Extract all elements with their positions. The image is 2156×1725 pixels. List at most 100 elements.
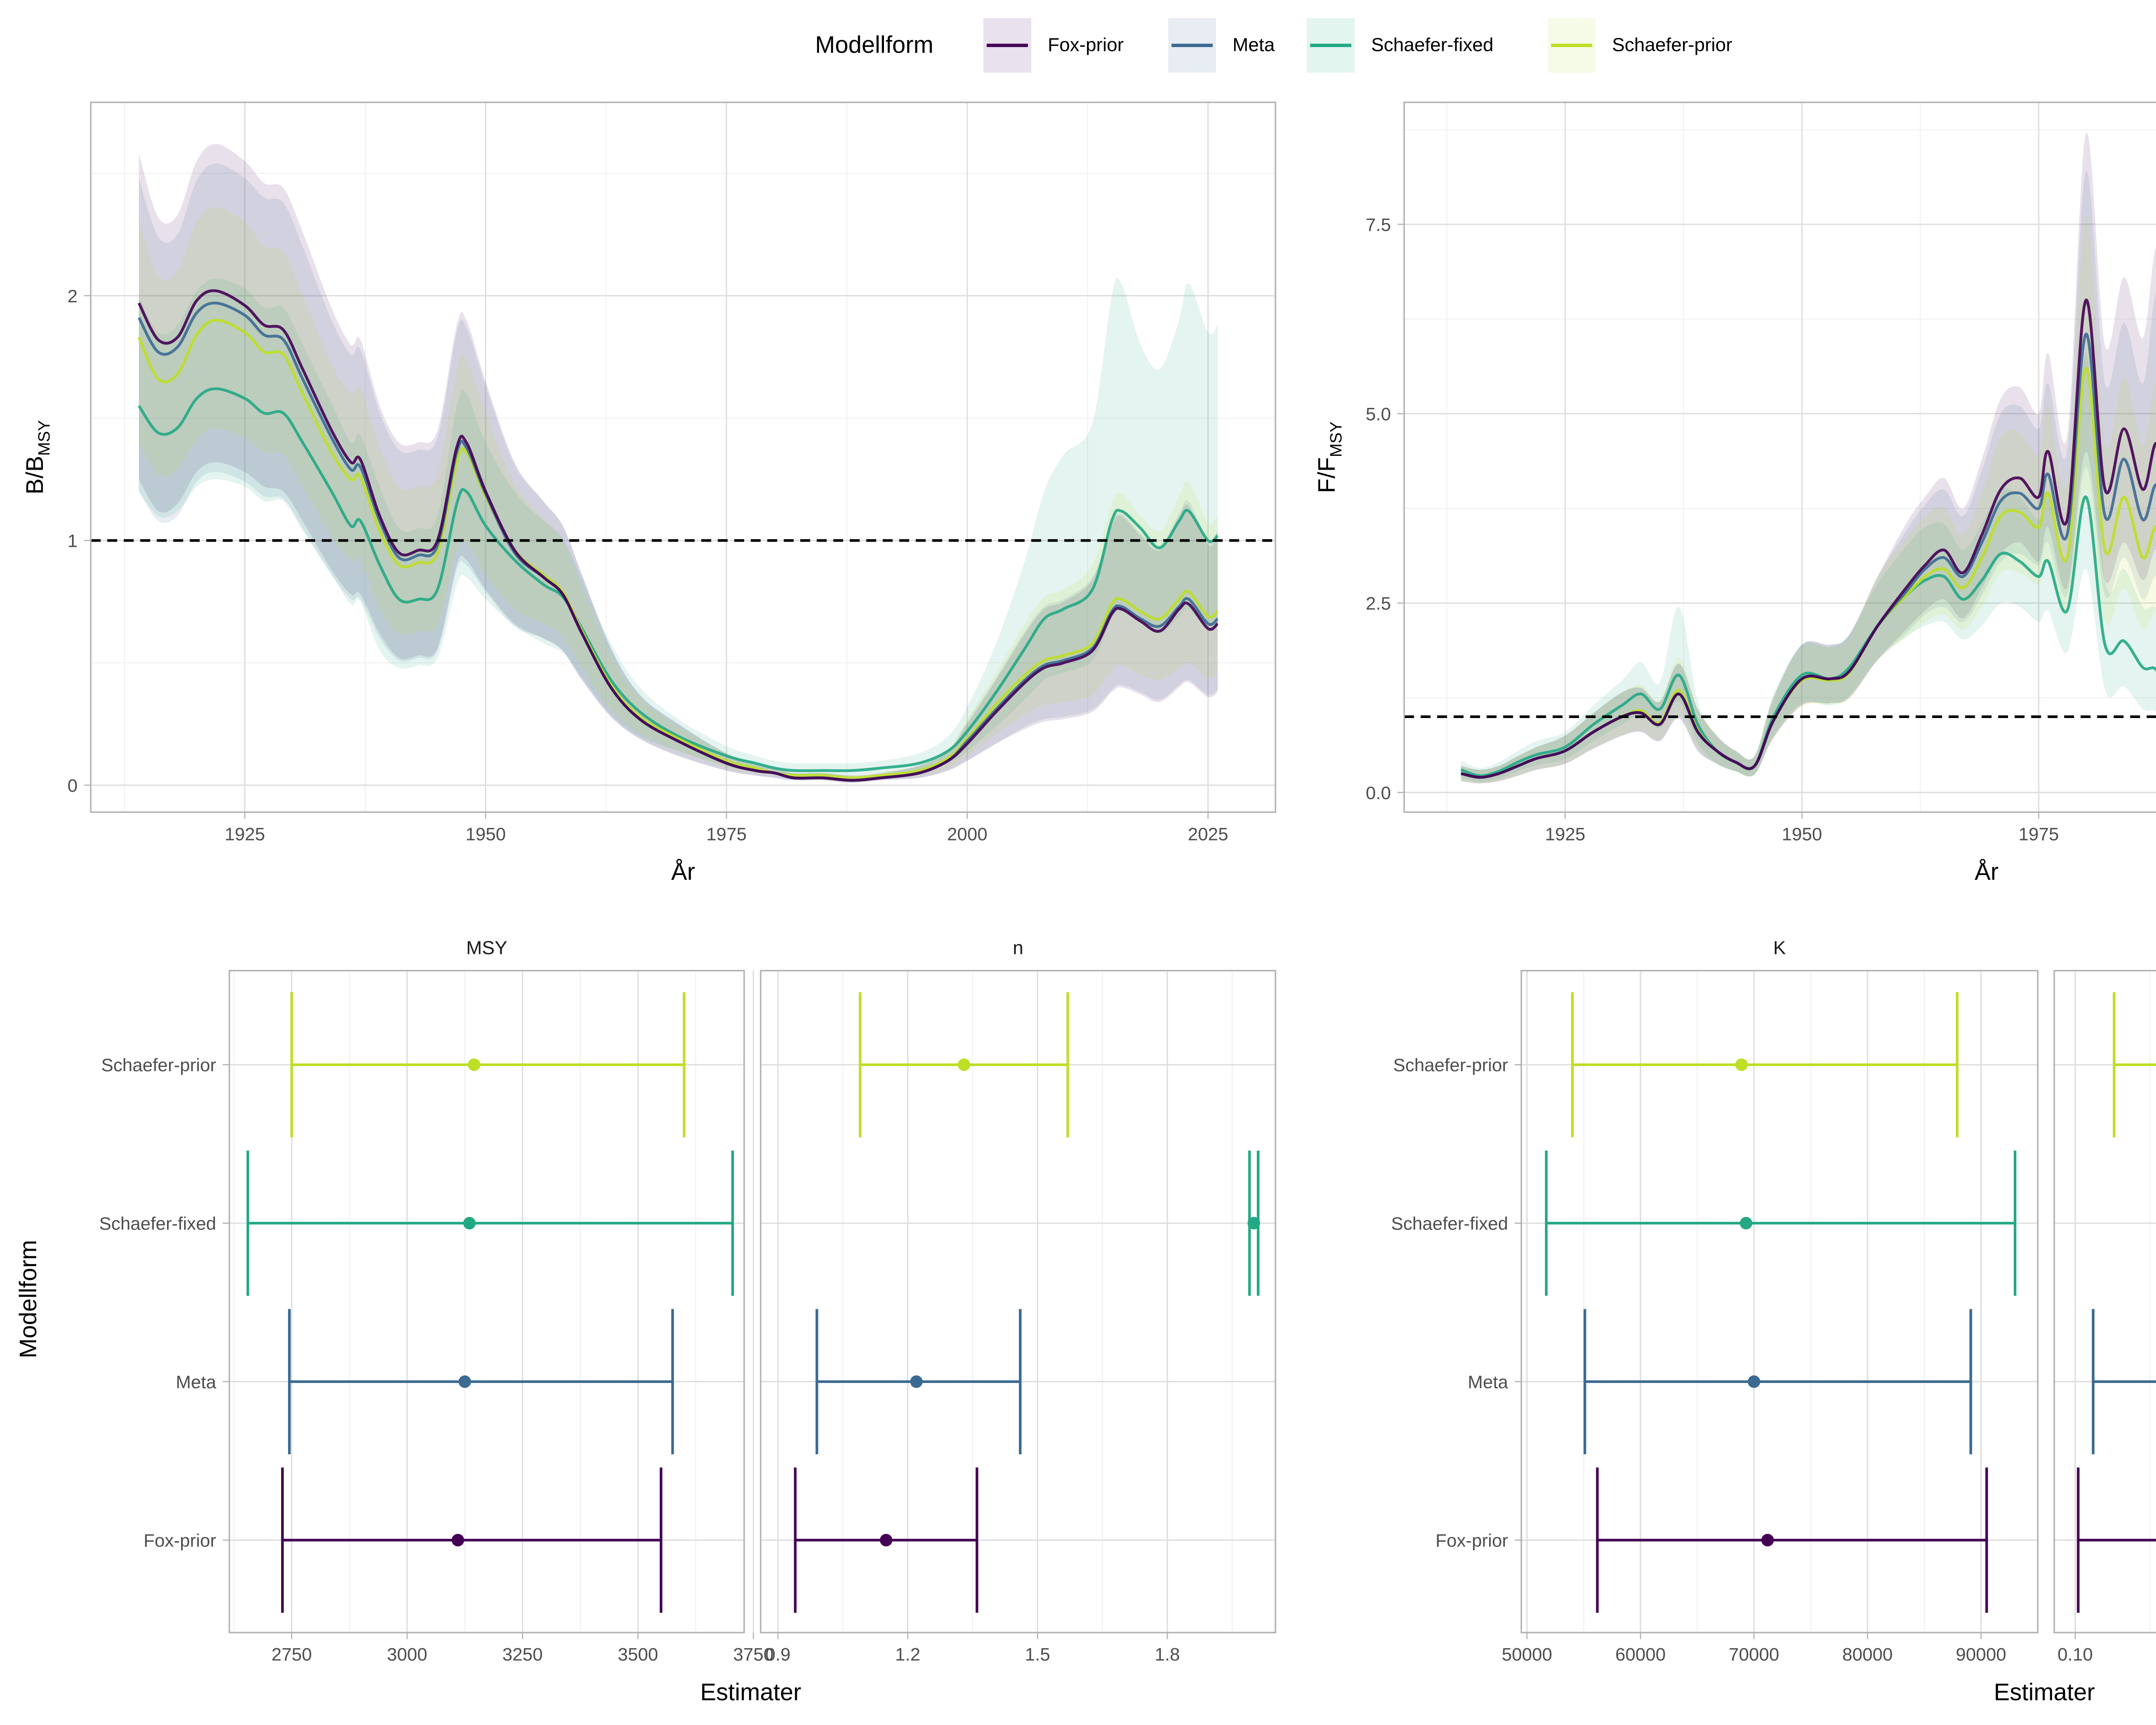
x-tick-label: 0.10: [2058, 1644, 2093, 1665]
legend-item-meta: Meta: [1168, 18, 1275, 73]
y-category-label: Schaefer-prior: [101, 1055, 216, 1075]
estimate-point: [910, 1375, 923, 1388]
ffmsy-x-axis-title: År: [1974, 858, 1998, 885]
x-tick-label: 2025: [1188, 824, 1228, 844]
estimate-point: [958, 1058, 971, 1071]
x-tick-label: 1950: [1782, 824, 1822, 844]
ribbon-schaefer-prior: [139, 207, 1218, 781]
y-category-label: Schaefer-fixed: [1391, 1214, 1508, 1234]
facet-border: [760, 969, 1276, 1634]
ribbon-fox-prior: [139, 144, 1218, 783]
legend-title: Modellform: [815, 31, 933, 58]
y-tick-label: 0: [67, 775, 77, 796]
errorbar-schaefer-prior: [859, 992, 1069, 1138]
errorbar-schaefer-fixed: [1247, 1150, 1260, 1296]
estimate-point: [1761, 1534, 1774, 1546]
ribbon-meta: [139, 163, 1218, 783]
errorbar-fox-prior: [281, 1467, 663, 1613]
errorbar-fox-prior: [2077, 1467, 2156, 1613]
facet-k: K 50000 60000 70000 80000 90000 Fox-prior Meta S…: [1391, 937, 2039, 1665]
y-category-label: Schaefer-fixed: [99, 1214, 216, 1234]
params-y-axis-title: Modellform: [15, 1240, 41, 1358]
line-schaefer-prior: [1460, 367, 2156, 779]
x-tick-label: 0.9: [765, 1644, 790, 1665]
x-tick-label: 3000: [387, 1644, 427, 1665]
ffmsy-y-axis-title-sub: MSY: [1327, 421, 1345, 457]
x-tick-label: 3500: [618, 1644, 658, 1665]
estimate-point: [458, 1375, 471, 1388]
y-tick-label: 5.0: [1366, 404, 1391, 424]
x-tick-label: 1975: [706, 824, 747, 844]
facet-border: [1520, 969, 2039, 1634]
legend-label: Schaefer-prior: [1612, 34, 1733, 56]
errorbar-schaefer-fixed: [246, 1150, 734, 1296]
x-tick-label: 60000: [1615, 1644, 1666, 1665]
ffmsy-y-axis-title-main: F/F: [1313, 457, 1340, 493]
y-tick-label: 1: [67, 531, 77, 551]
legend: Modellform Fox-prior Meta Schaefer-fixed Sc…: [815, 18, 1733, 73]
bbmsy-x-axis-title: År: [671, 858, 695, 885]
facet-strip-label: K: [1773, 937, 1786, 958]
x-tick-label: 1925: [225, 824, 265, 844]
ffmsy-panel: 0.02.55.07.519251950197520002025 År F/FM…: [1313, 101, 2156, 885]
estimate-point: [1748, 1375, 1761, 1388]
x-tick-label: 1.8: [1155, 1644, 1180, 1665]
y-category-label: Schaefer-prior: [1393, 1055, 1508, 1075]
ribbon-fox-prior: [1461, 132, 2156, 784]
y-category-label: Fox-prior: [1435, 1531, 1508, 1551]
y-category-label: Meta: [176, 1372, 216, 1392]
x-tick-label: 1.5: [1025, 1644, 1050, 1665]
facet-border: [2053, 969, 2156, 1634]
estimate-point: [467, 1058, 480, 1071]
errorbar-fox-prior: [794, 1467, 978, 1613]
y-category-label: Fox-prior: [144, 1531, 216, 1551]
params-x-axis-title-left: Estimater: [700, 1679, 801, 1706]
bbmsy-y-axis-title: B/BMSY: [21, 420, 53, 494]
legend-item-schaefer-prior: Schaefer-prior: [1548, 18, 1733, 73]
facet-strip-label: n: [1013, 937, 1023, 958]
legend-item-schaefer-fixed: Schaefer-fixed: [1307, 18, 1494, 73]
ribbon-schaefer-fixed: [139, 277, 1218, 776]
estimate-point: [1739, 1217, 1752, 1229]
x-tick-label: 80000: [1842, 1644, 1893, 1665]
x-tick-label: 1975: [2018, 824, 2059, 844]
ffmsy-y-axis-title: F/FMSY: [1313, 421, 1345, 493]
x-tick-label: 2750: [272, 1644, 312, 1665]
bbmsy-y-axis-title-main: B/B: [21, 456, 48, 494]
bbmsy-y-axis-title-sub: MSY: [35, 420, 53, 456]
ribbon-schaefer-fixed: [1461, 353, 2156, 782]
line-schaefer-fixed: [138, 387, 1219, 772]
errorbar-meta: [288, 1309, 674, 1455]
legend-label: Schaefer-fixed: [1371, 34, 1494, 56]
legend-label: Meta: [1232, 34, 1275, 56]
estimate-point: [880, 1534, 893, 1546]
y-tick-label: 0.0: [1366, 783, 1391, 803]
facet-msy: MSY 2750 3000 3250 3500 3750 Fox-prior Meta Scha…: [99, 937, 774, 1664]
errorbar-schaefer-prior: [290, 992, 686, 1138]
params-x-axis-title-right: Estimater: [1994, 1679, 2095, 1706]
x-tick-label: 1925: [1545, 824, 1586, 844]
bbmsy-panel-border: [90, 101, 1276, 813]
y-tick-label: 2.5: [1366, 593, 1391, 614]
errorbar-fox-prior: [1596, 1467, 1988, 1613]
ffmsy-panel-border: [1403, 101, 2156, 813]
errorbar-schaefer-fixed: [1545, 1150, 2017, 1296]
x-tick-label: 2000: [947, 824, 987, 844]
errorbar-meta: [1583, 1309, 1972, 1455]
errorbar-schaefer-prior: [1571, 992, 1959, 1138]
y-tick-label: 2: [67, 286, 77, 306]
facet-n: n 0.9 1.2 1.5 1.8: [760, 937, 1276, 1665]
x-tick-label: 3250: [502, 1644, 543, 1665]
parameter-estimates: MSY 2750 3000 3250 3500 3750 Fox-prior Meta Scha…: [99, 937, 2156, 1665]
errorbar-schaefer-prior: [2112, 992, 2156, 1138]
estimate-point: [1247, 1217, 1260, 1229]
line-fox-prior: [138, 289, 1219, 782]
y-category-label: Meta: [1468, 1372, 1508, 1392]
x-tick-label: 1.2: [895, 1644, 920, 1665]
x-tick-label: 50000: [1502, 1644, 1552, 1665]
y-tick-label: 7.5: [1366, 214, 1391, 235]
legend-item-fox-prior: Fox-prior: [983, 18, 1124, 73]
facet-r: r0.100.150.200.25: [2053, 969, 2156, 1665]
estimate-point: [463, 1217, 476, 1229]
